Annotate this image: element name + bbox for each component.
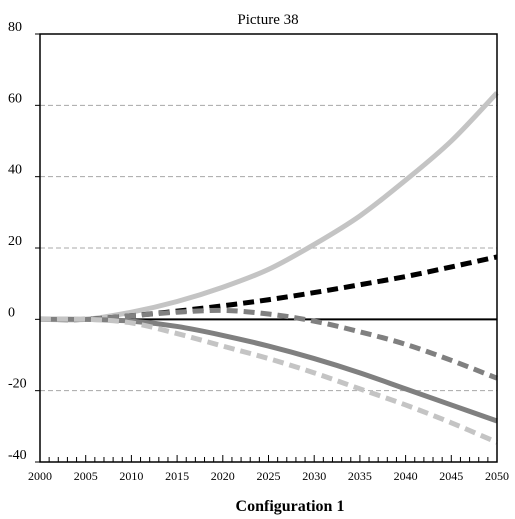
y-tick-label: 60 <box>8 91 22 106</box>
x-tick-label: 2000 <box>28 469 52 483</box>
x-tick-label: 2030 <box>302 469 326 483</box>
x-tick-label: 2045 <box>439 469 463 483</box>
x-tick-label: 2035 <box>348 469 372 483</box>
x-tick-label: 2040 <box>394 469 418 483</box>
x-tick-label: 2010 <box>119 469 143 483</box>
series-line-2 <box>39 254 498 323</box>
series-line-3 <box>39 307 498 381</box>
x-axis: 2000 2005 2010 2015 2020 2025 2030 2035 2040 2045… <box>28 455 509 483</box>
y-tick-label: -20 <box>8 377 27 392</box>
series-line-1 <box>39 91 499 323</box>
x-tick-label: 2050 <box>485 469 509 483</box>
x-tick-label: 2015 <box>165 469 189 483</box>
chart-title: Picture 38 <box>237 12 298 28</box>
x-tick-label: 2005 <box>74 469 98 483</box>
series-layer <box>39 91 499 445</box>
x-tick-label: 2025 <box>257 469 281 483</box>
series-line-4 <box>39 316 498 424</box>
x-axis-label: Configuration 1 <box>236 498 345 515</box>
y-tick-label: 20 <box>8 234 22 249</box>
y-tick-label: -40 <box>8 448 27 463</box>
y-tick-label: 0 <box>8 305 15 320</box>
y-tick-label: 40 <box>8 163 22 178</box>
grid <box>40 104 497 392</box>
series-line-5 <box>39 316 498 445</box>
y-axis: 80 60 40 20 0 -20 -40 <box>8 20 40 463</box>
y-tick-label: 80 <box>8 20 22 35</box>
x-tick-label: 2020 <box>211 469 235 483</box>
